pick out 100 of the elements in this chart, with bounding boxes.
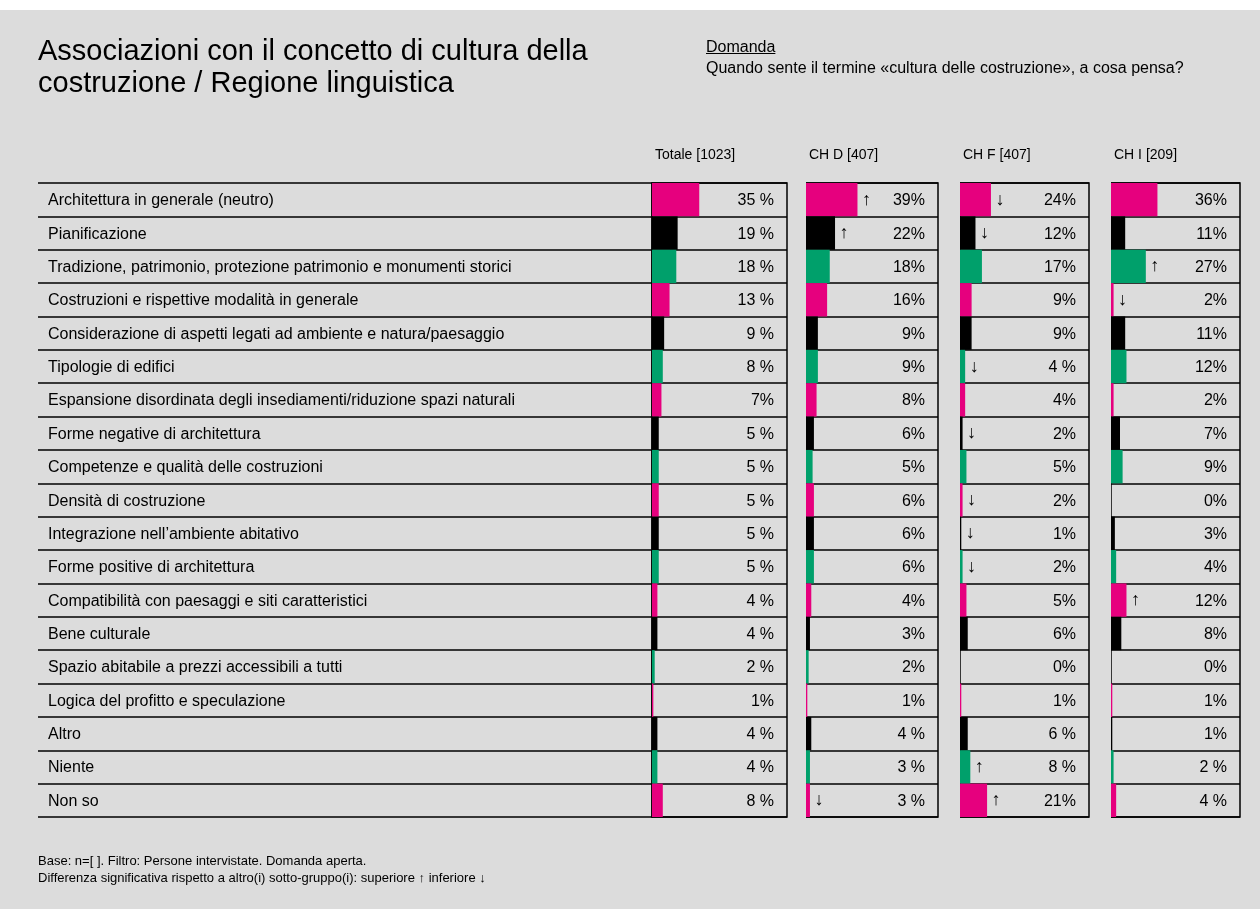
bar <box>960 783 988 817</box>
data-label: 2% <box>1203 391 1227 409</box>
data-label: 2% <box>1052 558 1076 576</box>
data-label: 1% <box>901 691 925 709</box>
bar <box>1111 550 1117 584</box>
bar <box>652 249 677 284</box>
data-label: 8 % <box>746 791 774 809</box>
data-label: 19 % <box>737 224 774 242</box>
annotation: ↓ <box>813 789 825 811</box>
data-label: 9% <box>1203 458 1227 476</box>
bar <box>960 283 972 317</box>
data-label: 27% <box>1194 257 1227 275</box>
data-label: 6 % <box>1048 725 1076 743</box>
data-label: 1% <box>1052 691 1076 709</box>
y-tick-label: Niente <box>48 758 95 776</box>
data-label: 35 % <box>737 191 774 209</box>
y-tick-label: Competenze e qualità delle costruzioni <box>48 458 323 476</box>
data-label: 12% <box>1043 224 1076 242</box>
data-label: 12% <box>1194 358 1227 376</box>
data-label: 0% <box>1203 491 1227 509</box>
bar <box>806 349 818 384</box>
data-label: 24% <box>1043 191 1076 209</box>
annotation: ↑ <box>860 188 872 210</box>
bar <box>960 550 963 584</box>
y-tick-label: Spazio abitabile a prezzi accessibili a tutti <box>48 658 343 676</box>
annotation: ↑ <box>1129 589 1141 611</box>
bar <box>806 583 812 617</box>
bar <box>1111 183 1158 217</box>
bar <box>1111 249 1146 284</box>
data-label: 9% <box>901 358 925 376</box>
data-label: 1% <box>1203 691 1227 709</box>
data-label: 0% <box>1203 658 1227 676</box>
bar <box>806 650 809 684</box>
data-label: 12% <box>1194 591 1227 609</box>
bar <box>1111 283 1114 317</box>
data-label: 5 % <box>746 491 774 509</box>
x-axis-title: CH D [407] <box>809 146 879 162</box>
bar <box>652 183 700 217</box>
annotation: ↓ <box>968 355 980 377</box>
data-label: 5% <box>1052 458 1076 476</box>
y-tick-label: Espansione disordinata degli insediamenti/riduzione spazi naturali <box>48 391 515 409</box>
y-tick-label: Considerazione di aspetti legati ad ambiente e natura/paesaggio <box>48 324 505 342</box>
bar <box>652 583 658 617</box>
data-label: 4 % <box>746 591 774 609</box>
data-label: 2% <box>901 658 925 676</box>
bar <box>806 483 814 517</box>
data-label: 5% <box>1052 591 1076 609</box>
data-label: 11% <box>1196 324 1227 342</box>
data-label: 5 % <box>746 524 774 542</box>
data-label: 9% <box>1052 324 1076 342</box>
annotation: ↓ <box>966 555 978 577</box>
data-label: 8 % <box>1048 758 1076 776</box>
y-tick-label: Logica del profitto e speculazione <box>48 691 286 709</box>
bar <box>652 283 670 317</box>
bar <box>652 483 659 517</box>
data-label: 8 % <box>746 358 774 376</box>
bar <box>652 449 659 484</box>
data-label: 7% <box>1203 424 1227 442</box>
data-label: 8% <box>1203 624 1227 642</box>
bar <box>806 750 810 784</box>
bar <box>960 750 971 784</box>
data-label: 36% <box>1194 191 1227 209</box>
data-label: 17% <box>1043 257 1076 275</box>
bar <box>806 183 858 217</box>
text: Differenza significativa rispetto a altro(i) sotto-gruppo(i): superiore ↑ inferiore ↓ <box>38 869 486 886</box>
data-label: 3 % <box>897 758 925 776</box>
bar <box>1111 449 1123 484</box>
y-tick-label: Tipologie di edifici <box>48 358 175 376</box>
y-tick-label: Tradizione, patrimonio, protezione patrimonio e monumenti storici <box>48 257 512 275</box>
text: Associazioni con il concetto di cultura della costruzione / Regione linguistica <box>38 34 589 98</box>
data-label: 4 % <box>1048 358 1076 376</box>
data-label: 4% <box>1052 391 1076 409</box>
bar <box>652 383 662 417</box>
data-label: 3% <box>901 624 925 642</box>
y-tick-label: Pianificazione <box>48 224 147 242</box>
data-label: 0% <box>1052 658 1076 676</box>
y-tick-label: Architettura in generale (neutro) <box>48 191 274 209</box>
y-tick-label: Altro <box>48 725 81 743</box>
annotation: ↓ <box>966 489 978 510</box>
bar <box>652 650 655 684</box>
chart-subtitle: Domanda <box>706 38 776 56</box>
data-label: 8% <box>901 391 925 409</box>
data-label: 2% <box>1052 424 1076 442</box>
annotation: ↓ <box>1117 288 1129 310</box>
data-label: 3 % <box>897 791 925 809</box>
bar <box>960 583 967 617</box>
data-label: 18% <box>892 257 925 275</box>
data-label: 9 % <box>746 324 774 342</box>
data-label: 1% <box>1052 524 1076 542</box>
data-label: 13 % <box>737 291 774 309</box>
bar <box>960 349 966 384</box>
y-tick-label: Forme positive di architettura <box>48 558 255 576</box>
data-label: 16% <box>892 291 925 309</box>
x-axis-title: CH I [209] <box>1114 146 1178 162</box>
data-label: 4 % <box>1199 791 1227 809</box>
y-tick-label: Non so <box>48 791 99 809</box>
data-label: 9% <box>901 324 925 342</box>
annotation: ↓ <box>994 188 1006 210</box>
bar <box>652 750 658 784</box>
data-label: 21% <box>1043 791 1076 809</box>
